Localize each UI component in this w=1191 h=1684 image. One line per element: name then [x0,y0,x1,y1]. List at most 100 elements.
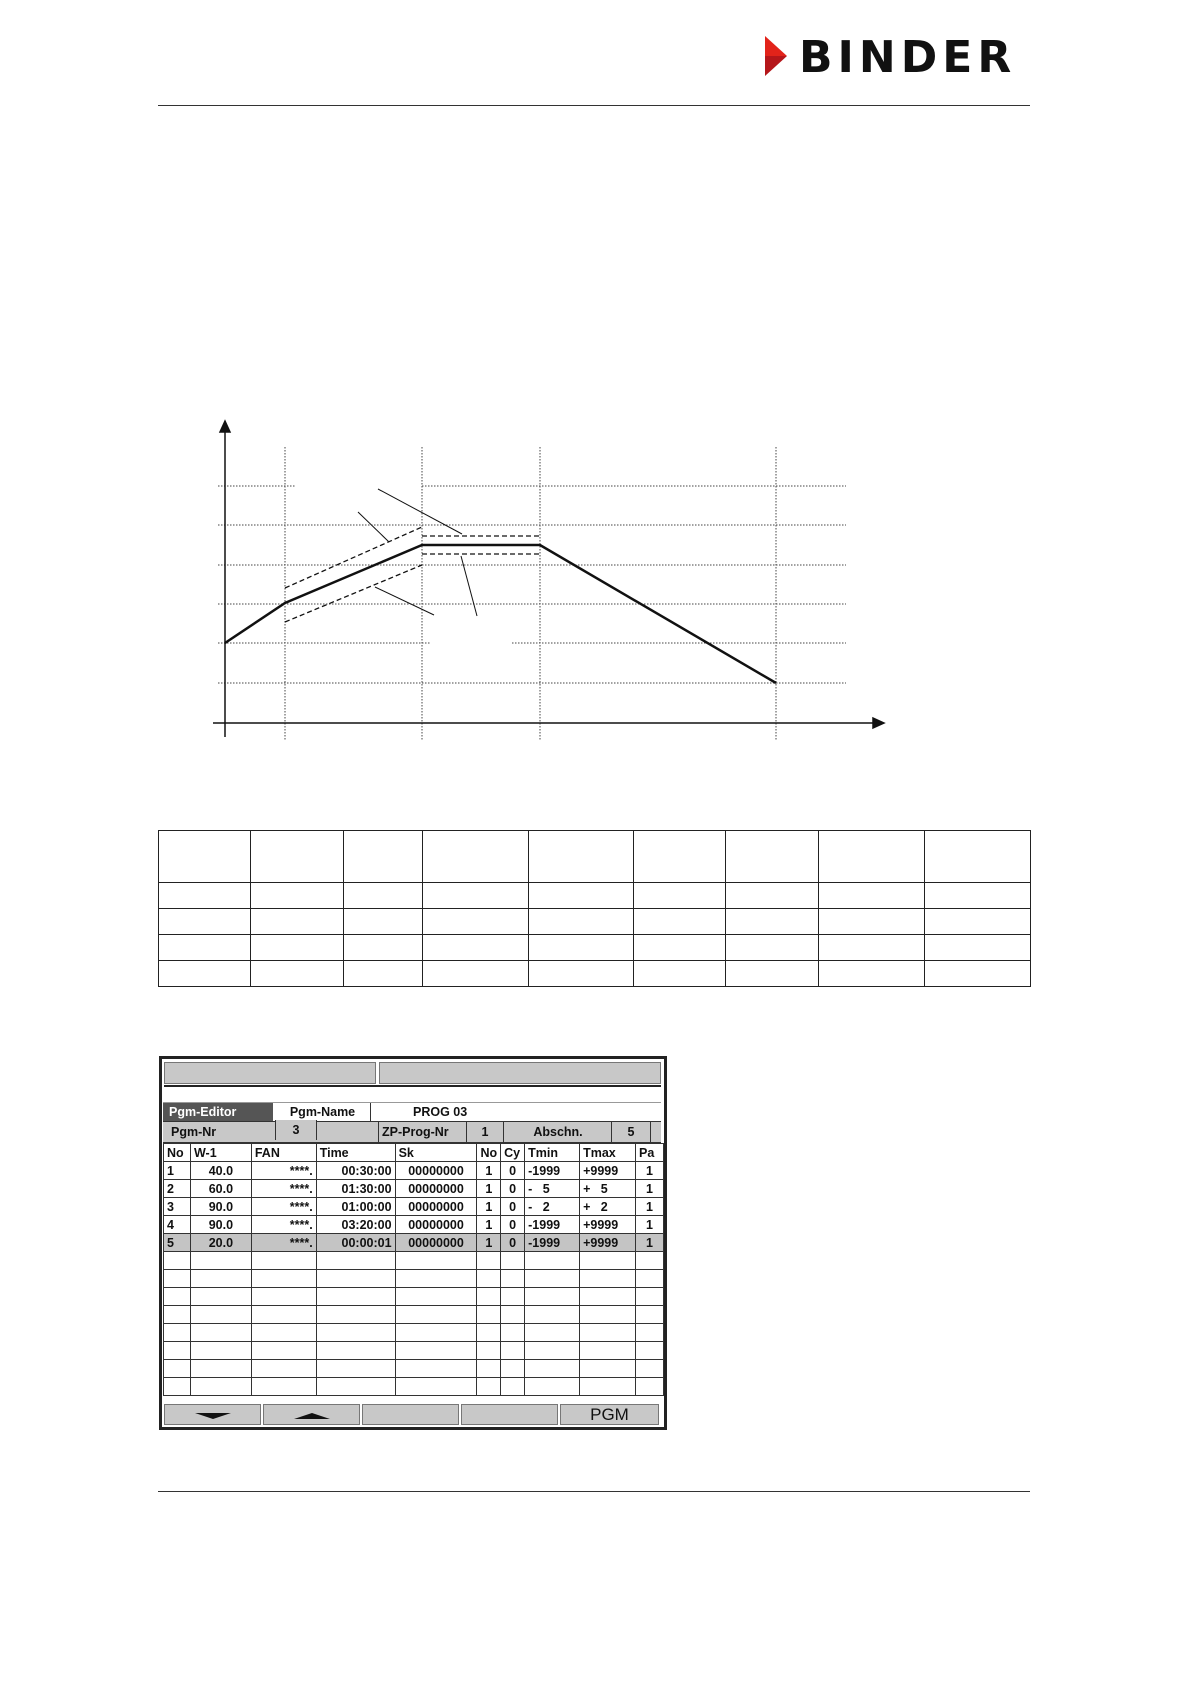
grid-cell[interactable]: - 5 [524,1179,581,1198]
grid-cell[interactable] [394,1287,478,1306]
grid-cell[interactable]: +9999 [579,1215,636,1234]
grid-cell[interactable]: 2 [163,1179,191,1198]
grid-cell[interactable]: 00:30:00 [315,1161,396,1180]
grid-cell[interactable] [394,1323,478,1342]
grid-cell[interactable] [500,1323,526,1342]
grid-cell[interactable] [476,1251,502,1270]
grid-cell[interactable] [163,1341,191,1360]
grid-cell[interactable] [394,1359,478,1378]
grid-cell[interactable] [579,1251,636,1270]
grid-cell[interactable] [315,1323,396,1342]
grid-cell[interactable]: -1999 [524,1215,581,1234]
grid-cell[interactable]: - 2 [524,1197,581,1216]
grid-cell[interactable] [476,1377,502,1396]
grid-cell[interactable] [250,1305,317,1324]
grid-cell[interactable] [476,1323,502,1342]
grid-cell[interactable] [500,1305,526,1324]
grid-cell[interactable]: 00000000 [394,1161,478,1180]
grid-cell[interactable] [315,1251,396,1270]
grid-cell[interactable] [524,1359,581,1378]
grid-cell[interactable] [250,1377,317,1396]
grid-cell[interactable] [476,1287,502,1306]
pgm-name-value[interactable]: PROG 03 [370,1103,661,1121]
grid-cell[interactable]: 4 [163,1215,191,1234]
top-button-right[interactable] [379,1062,661,1084]
grid-cell[interactable] [189,1377,252,1396]
grid-row[interactable]: 4 90.0 ****. 03:20:00 00000000 1 0 -1999 +9999 1 [163,1215,665,1234]
grid-cell[interactable] [163,1287,191,1306]
grid-cell[interactable] [579,1287,636,1306]
grid-row-empty[interactable] [163,1269,665,1288]
grid-cell[interactable] [250,1287,317,1306]
grid-cell[interactable] [394,1341,478,1360]
grid-cell[interactable] [189,1287,252,1306]
grid-cell[interactable] [500,1377,526,1396]
grid-cell[interactable]: 3 [163,1197,191,1216]
grid-cell[interactable] [500,1251,526,1270]
grid-cell[interactable]: ****. [250,1233,317,1252]
pgm-nr-value[interactable]: 3 [275,1120,317,1140]
grid-cell[interactable] [634,1287,665,1306]
grid-cell[interactable]: 00000000 [394,1215,478,1234]
grid-cell[interactable]: 00000000 [394,1179,478,1198]
grid-cell[interactable]: 0 [500,1161,526,1180]
grid-row-empty[interactable] [163,1305,665,1324]
grid-cell[interactable] [250,1323,317,1342]
empty-button-2[interactable] [461,1404,558,1425]
grid-cell[interactable]: 1 [476,1215,502,1234]
grid-cell[interactable] [579,1305,636,1324]
grid-cell[interactable]: -1999 [524,1161,581,1180]
grid-cell[interactable] [500,1269,526,1288]
grid-cell[interactable]: 01:00:00 [315,1197,396,1216]
grid-cell[interactable] [250,1269,317,1288]
grid-cell[interactable]: 1 [163,1161,191,1180]
grid-cell[interactable] [524,1251,581,1270]
grid-cell[interactable] [634,1323,665,1342]
grid-cell[interactable] [476,1359,502,1378]
grid-cell[interactable]: ****. [250,1161,317,1180]
grid-cell[interactable]: 01:30:00 [315,1179,396,1198]
grid-cell[interactable]: 1 [634,1179,665,1198]
grid-cell[interactable]: 90.0 [189,1215,252,1234]
grid-cell[interactable] [524,1269,581,1288]
grid-row-empty[interactable] [163,1251,665,1270]
empty-button-1[interactable] [362,1404,459,1425]
grid-row[interactable]: 5 20.0 ****. 00:00:01 00000000 1 0 -1999 +9999 1 [163,1233,665,1252]
grid-cell[interactable] [315,1305,396,1324]
grid-cell[interactable] [476,1305,502,1324]
section-value[interactable]: 5 [611,1122,651,1142]
grid-cell[interactable]: ****. [250,1215,317,1234]
grid-cell[interactable] [189,1323,252,1342]
grid-cell[interactable]: ****. [250,1197,317,1216]
grid-cell[interactable] [163,1269,191,1288]
grid-cell[interactable] [524,1323,581,1342]
grid-cell[interactable] [189,1269,252,1288]
grid-cell[interactable] [579,1323,636,1342]
grid-cell[interactable] [500,1287,526,1306]
grid-row-empty[interactable] [163,1323,665,1342]
grid-cell[interactable]: 0 [500,1233,526,1252]
grid-cell[interactable] [634,1359,665,1378]
grid-cell[interactable]: 1 [634,1215,665,1234]
grid-cell[interactable]: 1 [634,1161,665,1180]
grid-cell[interactable] [163,1251,191,1270]
grid-cell[interactable]: ****. [250,1179,317,1198]
grid-cell[interactable] [163,1377,191,1396]
grid-cell[interactable] [250,1341,317,1360]
grid-cell[interactable] [634,1269,665,1288]
grid-cell[interactable] [394,1305,478,1324]
grid-cell[interactable] [579,1269,636,1288]
grid-row-empty[interactable] [163,1377,665,1396]
grid-cell[interactable] [189,1359,252,1378]
grid-cell[interactable]: 40.0 [189,1161,252,1180]
grid-row-empty[interactable] [163,1359,665,1378]
zp-prog-nr-value[interactable]: 1 [466,1122,504,1142]
grid-cell[interactable] [579,1341,636,1360]
grid-cell[interactable] [579,1359,636,1378]
grid-row-empty[interactable] [163,1287,665,1306]
scroll-up-button[interactable] [263,1404,360,1425]
grid-cell[interactable] [189,1305,252,1324]
grid-cell[interactable]: + 5 [579,1179,636,1198]
